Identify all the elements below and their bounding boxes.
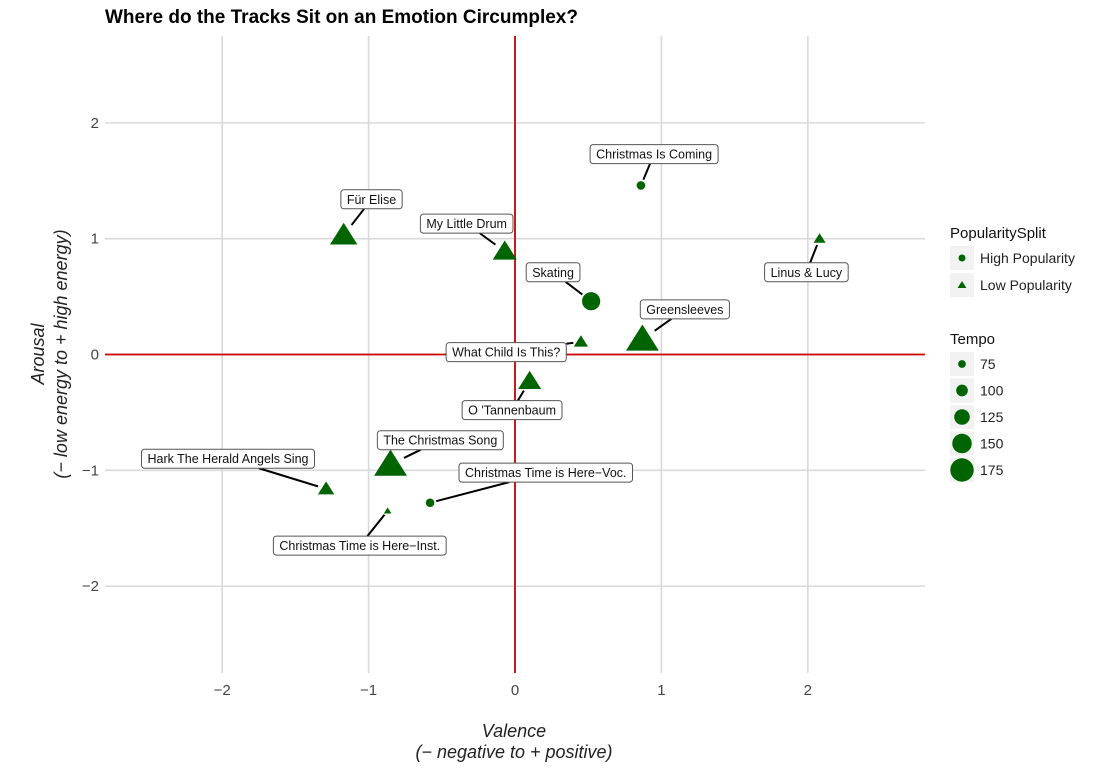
point-label: Christmas Time is Here−Voc. bbox=[458, 462, 634, 483]
label-text: Für Elise bbox=[347, 193, 396, 207]
data-point-circle bbox=[636, 181, 646, 190]
point-label: My Little Drum bbox=[419, 213, 514, 234]
label-leader-line bbox=[350, 208, 365, 226]
legend-label: 150 bbox=[980, 436, 1004, 452]
point-label: Linus & Lucy bbox=[764, 262, 849, 283]
label-box bbox=[272, 535, 447, 556]
label-text: My Little Drum bbox=[426, 217, 507, 231]
label-leader-line bbox=[366, 514, 386, 537]
legend-label: 100 bbox=[980, 383, 1004, 399]
point-label: Christmas Time is Here−Inst. bbox=[272, 535, 447, 556]
point-label: The Christmas Song bbox=[376, 430, 504, 451]
data-point-triangle bbox=[573, 335, 588, 347]
legend-key-circle bbox=[958, 254, 966, 262]
point-label: Christmas Is Coming bbox=[589, 144, 719, 165]
data-point-triangle bbox=[374, 449, 407, 476]
label-box bbox=[376, 430, 504, 451]
y-axis-title-line2: (− low energy to + high energy) bbox=[51, 229, 71, 478]
point-label: Für Elise bbox=[340, 189, 403, 210]
y-tick-label: 0 bbox=[91, 347, 99, 364]
label-text: Christmas Is Coming bbox=[596, 148, 712, 162]
x-tick-label: −2 bbox=[214, 682, 231, 699]
x-axis-title-line2: (− negative to + positive) bbox=[415, 742, 612, 762]
data-point-circle bbox=[582, 292, 601, 311]
label-leader-line bbox=[403, 448, 422, 459]
label-box bbox=[461, 400, 563, 421]
legend-label: 125 bbox=[980, 409, 1004, 425]
legend: PopularitySplit High Popularity Low Popula… bbox=[950, 225, 1075, 482]
data-point-triangle bbox=[813, 233, 826, 243]
legend-size-circle bbox=[950, 458, 974, 482]
legend-title-tempo: Tempo bbox=[950, 331, 995, 348]
point-label: Greensleeves bbox=[639, 299, 730, 320]
axis-ticks: −2 −1 0 1 2 −2 −1 0 1 2 bbox=[82, 115, 812, 699]
label-leader-lines bbox=[258, 163, 819, 537]
y-tick-label: 2 bbox=[91, 115, 99, 132]
label-leader-line bbox=[258, 467, 319, 488]
x-tick-label: 2 bbox=[804, 682, 812, 699]
label-leader-line bbox=[564, 280, 583, 296]
data-point-circle bbox=[425, 498, 435, 508]
label-box bbox=[141, 448, 315, 469]
label-box bbox=[340, 189, 403, 210]
label-leader-line bbox=[642, 163, 652, 180]
legend-size-circle bbox=[958, 360, 966, 368]
point-label: What Child Is This? bbox=[445, 342, 567, 363]
label-leader-line bbox=[479, 232, 497, 246]
legend-label: 75 bbox=[980, 356, 996, 372]
label-text: Christmas Time is Here−Voc. bbox=[465, 466, 627, 480]
data-point-triangle bbox=[625, 324, 659, 351]
label-leader-line bbox=[809, 244, 819, 264]
legend-size-circle bbox=[954, 409, 970, 425]
legend-label: 175 bbox=[980, 462, 1004, 478]
x-tick-label: 1 bbox=[657, 682, 665, 699]
data-point-triangle bbox=[518, 370, 542, 389]
data-points bbox=[317, 181, 826, 514]
data-point-triangle bbox=[317, 481, 335, 495]
label-box bbox=[525, 262, 581, 283]
legend-label: High Popularity bbox=[980, 250, 1075, 266]
label-leader-line bbox=[566, 341, 574, 345]
label-text: What Child Is This? bbox=[452, 346, 560, 360]
x-tick-label: 0 bbox=[511, 682, 519, 699]
label-text: Greensleeves bbox=[646, 303, 723, 317]
label-text: Linus & Lucy bbox=[771, 266, 843, 280]
label-box bbox=[639, 299, 730, 320]
data-point-triangle bbox=[492, 240, 517, 260]
legend-key-triangle bbox=[957, 280, 967, 289]
label-box bbox=[764, 262, 849, 283]
point-label: Hark The Herald Angels Sing bbox=[141, 448, 315, 469]
y-tick-label: 1 bbox=[91, 231, 99, 248]
label-text: The Christmas Song bbox=[383, 434, 497, 448]
label-box bbox=[445, 342, 567, 363]
y-axis-title-line1: Arousal bbox=[28, 322, 48, 385]
legend-label: Low Popularity bbox=[980, 277, 1072, 293]
y-tick-label: −1 bbox=[82, 462, 99, 479]
point-label: Skating bbox=[525, 262, 581, 283]
y-tick-label: −2 bbox=[82, 578, 99, 595]
point-labels: Christmas Is Coming Für Elise My Little Dr… bbox=[141, 144, 849, 556]
x-tick-label: −1 bbox=[360, 682, 377, 699]
chart-title: Where do the Tracks Sit on an Emotion Ci… bbox=[105, 7, 578, 28]
label-text: O 'Tannenbaum bbox=[468, 404, 556, 418]
label-text: Hark The Herald Angels Sing bbox=[148, 452, 309, 466]
point-label: O 'Tannenbaum bbox=[461, 400, 563, 421]
label-box bbox=[419, 213, 514, 234]
label-leader-line bbox=[654, 318, 673, 332]
data-point-triangle bbox=[329, 222, 358, 245]
data-point-triangle bbox=[383, 507, 392, 514]
label-text: Skating bbox=[532, 266, 574, 280]
label-text: Christmas Time is Here−Inst. bbox=[279, 539, 440, 553]
x-axis-title-line1: Valence bbox=[482, 721, 546, 741]
legend-size-circle bbox=[952, 433, 972, 454]
legend-title-popularity: PopularitySplit bbox=[950, 225, 1047, 242]
label-leader-line bbox=[435, 481, 510, 503]
label-box bbox=[458, 462, 634, 483]
label-box bbox=[589, 144, 719, 165]
label-leader-line bbox=[516, 390, 525, 402]
axis-titles: Valence (− negative to + positive) Arous… bbox=[28, 229, 613, 762]
legend-size-circle bbox=[956, 384, 968, 397]
